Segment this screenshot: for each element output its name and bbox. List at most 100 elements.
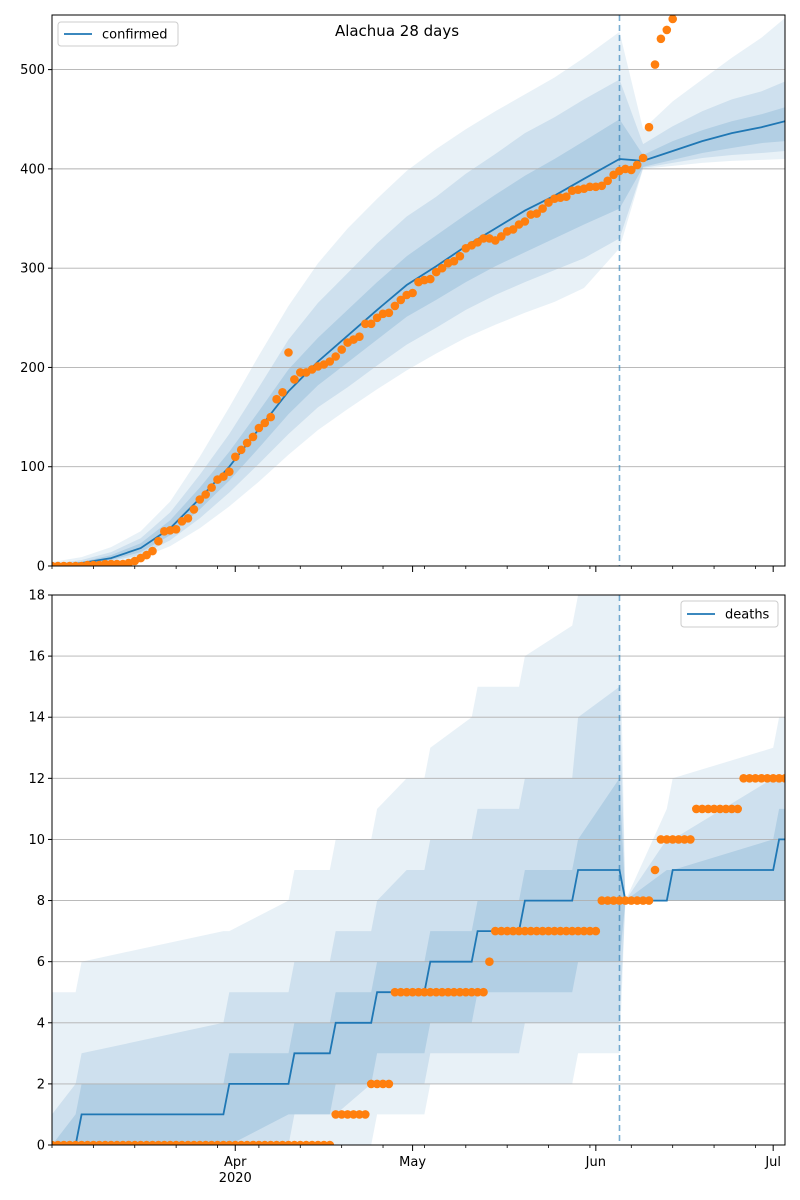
deaths-observed-point — [768, 774, 778, 783]
confirmed-observed-point — [585, 182, 595, 192]
confirmed-observed-point — [662, 25, 672, 35]
deaths-observed-point — [491, 926, 500, 936]
deaths-observed-point — [644, 896, 654, 905]
deaths-observed-point — [556, 926, 565, 936]
confirmed-observed-point — [384, 308, 394, 318]
deaths-observed-point — [361, 1110, 370, 1119]
confirmed-band-ci50 — [52, 107, 785, 566]
confirmed-observed-point — [254, 423, 264, 433]
deaths-observed-point — [414, 987, 423, 997]
deaths-observed-point — [366, 1079, 376, 1089]
deaths-observed-point — [431, 987, 441, 997]
confirmed-observed-point — [183, 514, 193, 523]
confirmed-observed-point — [597, 181, 607, 191]
deaths-observed-point — [686, 835, 695, 844]
deaths-y-tick-label: 10 — [28, 833, 45, 848]
deaths-observed-point — [573, 926, 583, 936]
deaths-observed-point — [774, 774, 784, 783]
deaths-observed-point — [449, 987, 459, 997]
confirmed-observed-point — [449, 256, 459, 266]
deaths-observed-point — [443, 987, 453, 997]
deaths-observed-point — [390, 987, 400, 997]
legend-label-deaths: deaths — [725, 608, 770, 623]
deaths-observed-point — [384, 1079, 394, 1089]
confirmed-observed-point — [632, 160, 642, 170]
confirmed-observed-point — [437, 263, 447, 273]
confirmed-observed-point — [284, 348, 293, 357]
confirmed-model-line — [52, 120, 785, 566]
confirmed-observed-point — [290, 375, 299, 384]
deaths-observed-point — [721, 804, 731, 814]
deaths-observed-point — [467, 987, 477, 997]
confirmed-observed-point — [603, 176, 612, 186]
deaths-observed-point — [650, 865, 660, 875]
deaths-observed-point — [745, 774, 754, 783]
deaths-observed-point — [550, 926, 559, 936]
confirmed-observed-point — [562, 192, 571, 201]
confirmed-axes-frame — [51, 14, 786, 567]
deaths-observed-point — [349, 1110, 358, 1119]
deaths-observed-point — [697, 804, 707, 814]
confirmed-observed-point — [520, 217, 530, 226]
confirmed-observed-point — [207, 483, 216, 492]
legend-label-confirmed: confirmed — [102, 28, 168, 43]
deaths-observed-point — [763, 774, 772, 783]
deaths-observed-point — [751, 774, 760, 783]
confirmed-observed-point — [325, 357, 335, 366]
deaths-band-ci80 — [52, 686, 785, 1145]
deaths-observed-point — [497, 926, 506, 936]
deaths-observed-points — [52, 774, 785, 1145]
confirmed-observed-point — [627, 165, 636, 175]
deaths-observed-point — [514, 926, 524, 936]
confirmed-observed-point — [361, 319, 370, 329]
deaths-observed-point — [585, 926, 595, 936]
deaths-observed-point — [739, 774, 748, 783]
confirmed-observed-point — [644, 122, 654, 132]
confirmed-observed-point — [260, 418, 270, 428]
confirmed-observed-point — [225, 467, 234, 477]
deaths-panel: 0 2 4 6 8 10 12 14 16 18 Apr May Jun Jul 2020 deaths — [28, 589, 786, 1187]
deaths-observed-point — [780, 774, 785, 783]
deaths-observed-point — [591, 926, 601, 936]
confirmed-observed-point — [408, 288, 417, 298]
deaths-observed-point — [337, 1110, 347, 1119]
deaths-observed-point — [674, 835, 683, 844]
confirmed-observed-point — [171, 525, 181, 534]
deaths-observed-point — [615, 896, 624, 905]
confirmed-observed-point — [195, 495, 205, 504]
deaths-observed-point — [485, 957, 494, 966]
confirmed-observed-point — [426, 274, 435, 284]
legend-deaths: deaths — [680, 600, 779, 628]
confirmed-observed-point — [650, 60, 660, 69]
deaths-observed-point — [715, 804, 725, 814]
confirmed-axis-ticks: 0 100 200 300 400 500 — [20, 63, 774, 575]
deaths-observed-point — [408, 987, 417, 997]
x-tick-label: Jun — [585, 1155, 606, 1170]
deaths-axis-ticks: 0 2 4 6 8 10 12 14 16 18 Apr May Jun Jul 2020 — [28, 589, 781, 1187]
deaths-observed-point — [544, 926, 553, 936]
chart-title: Alachua 28 days — [335, 22, 459, 40]
deaths-observed-point — [455, 987, 465, 997]
deaths-observed-point — [597, 896, 607, 905]
confirmed-y-tick-label: 500 — [20, 63, 45, 78]
deaths-observed-point — [343, 1110, 352, 1119]
confirmed-observed-point — [189, 505, 199, 514]
deaths-y-tick-label: 8 — [37, 894, 45, 909]
confirmed-observed-point — [532, 209, 541, 218]
x-year-label: 2020 — [219, 1171, 252, 1186]
confirmed-observed-point — [201, 490, 210, 499]
confirmed-observed-point — [236, 445, 246, 455]
confirmed-observed-point — [668, 15, 677, 24]
confirmed-observed-point — [337, 345, 347, 354]
deaths-observed-point — [426, 987, 435, 997]
confirmed-y-tick-label: 200 — [20, 361, 45, 376]
confirmed-observed-point — [390, 301, 400, 311]
confirmed-band-ci95 — [52, 18, 785, 566]
deaths-observed-point — [579, 926, 589, 936]
deaths-observed-point — [378, 1079, 388, 1089]
confirmed-axes-border — [51, 14, 786, 567]
deaths-observed-point — [656, 835, 666, 844]
deaths-observed-point — [703, 804, 713, 814]
confirmed-y-tick-label: 0 — [37, 560, 45, 575]
deaths-y-tick-label: 0 — [37, 1139, 45, 1154]
